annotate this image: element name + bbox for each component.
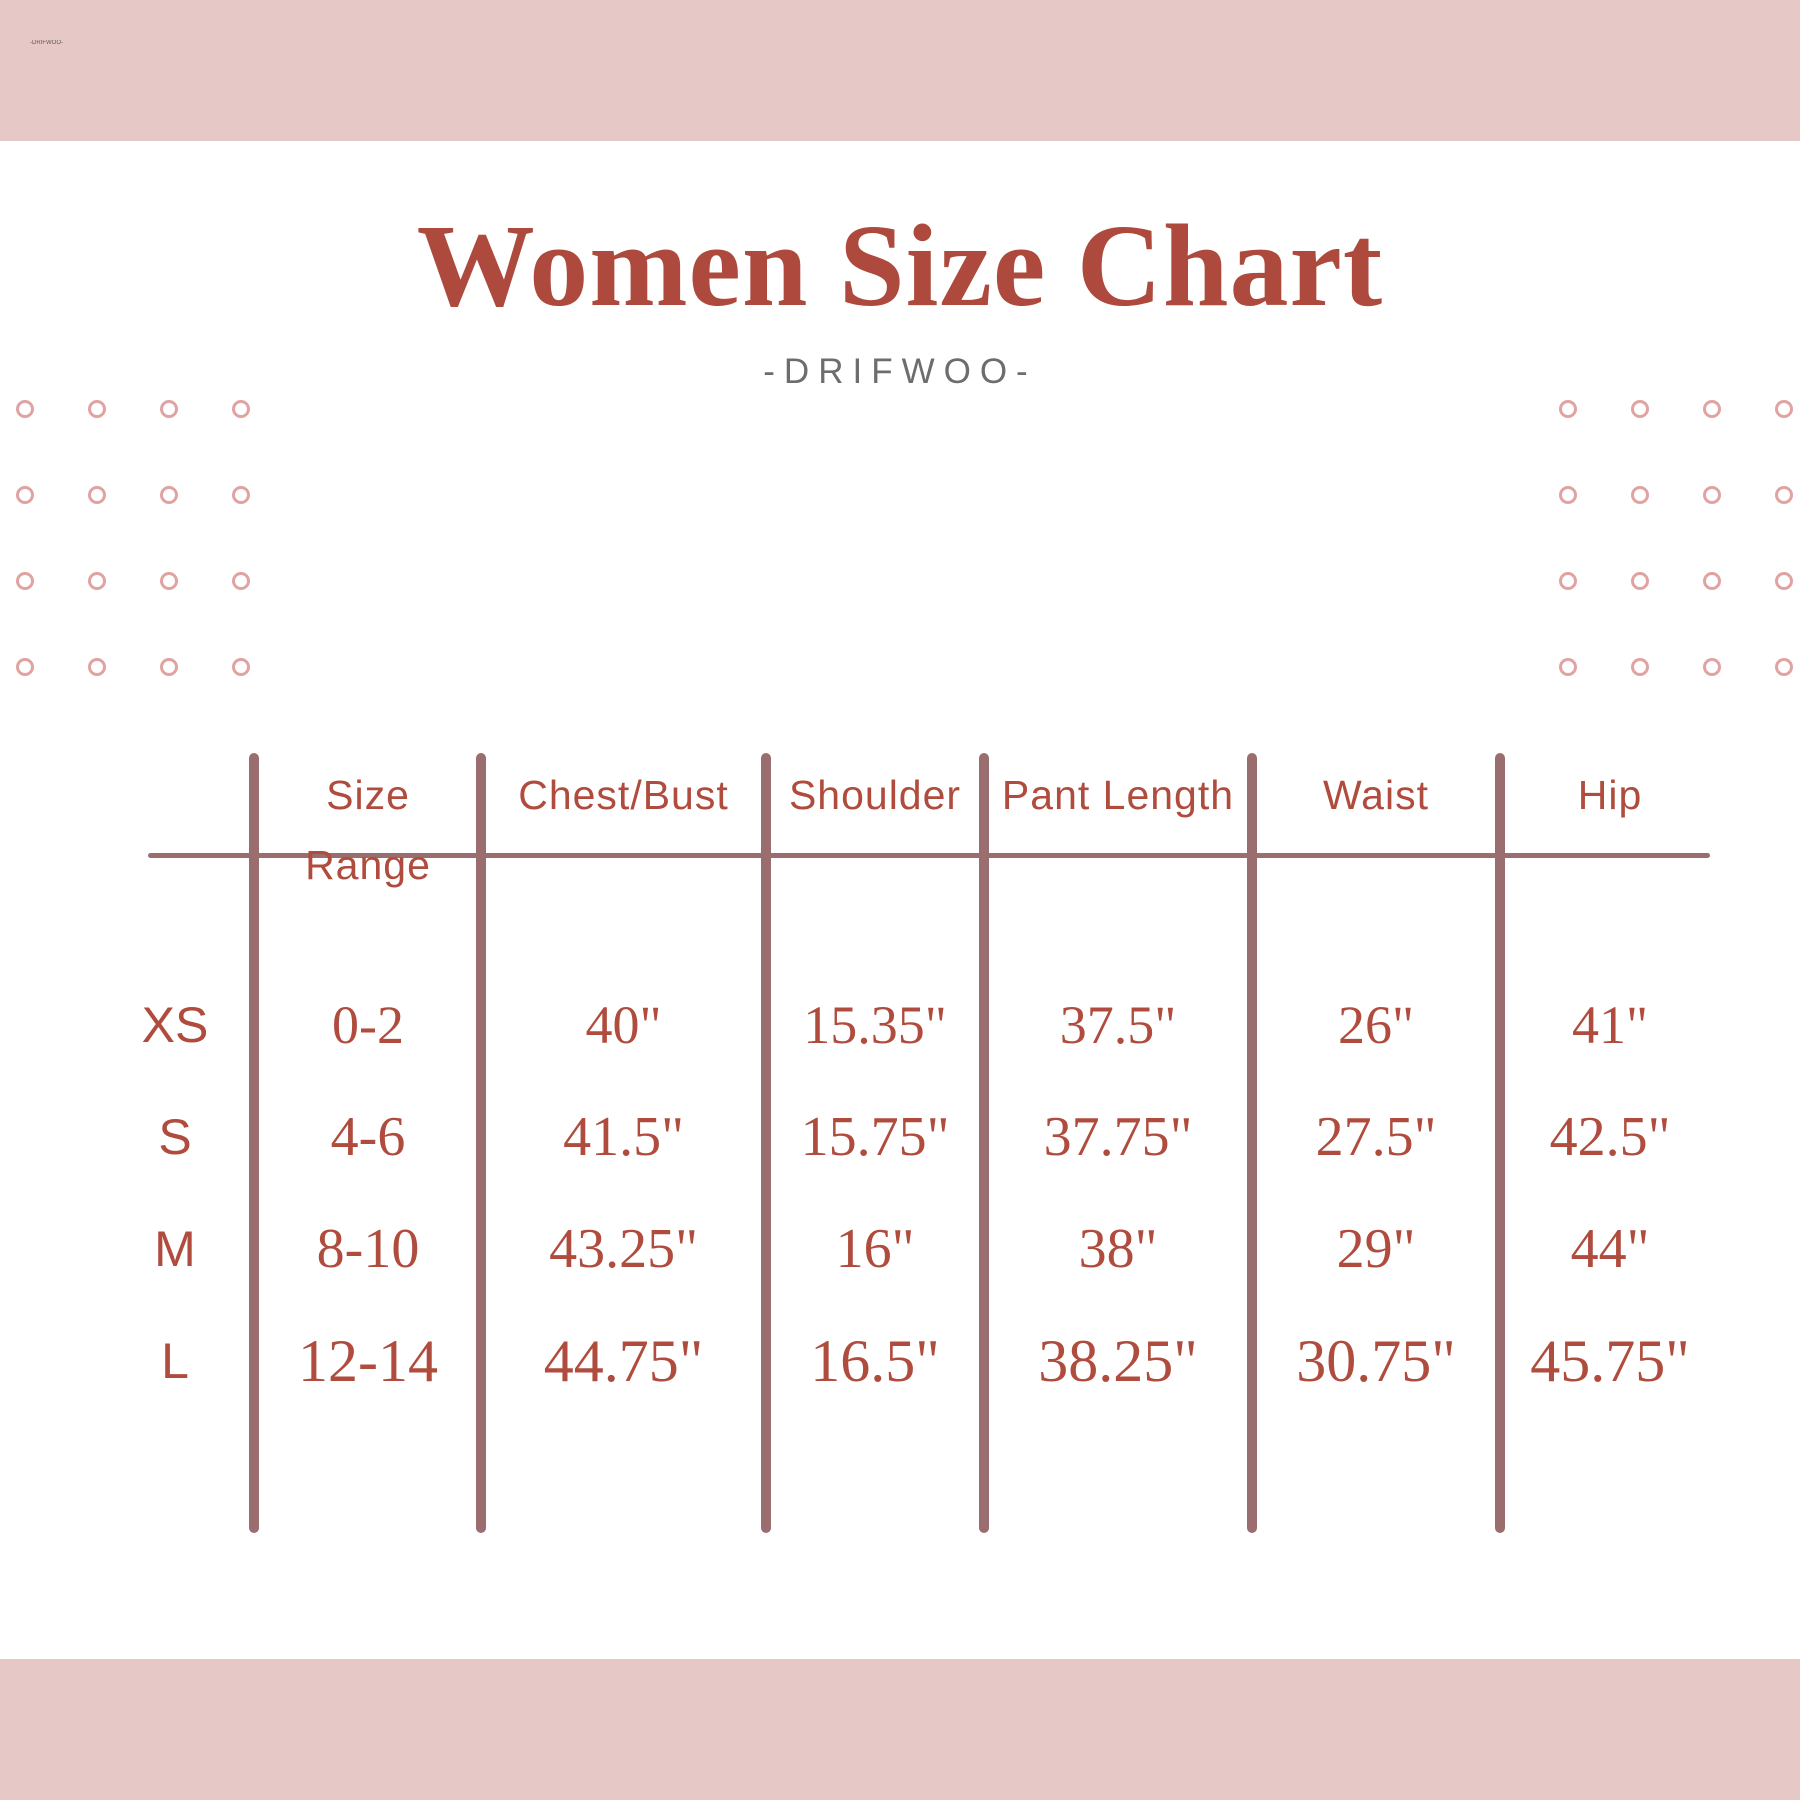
dot-icon [1559,486,1577,504]
dot-icon [1559,572,1577,590]
page-title: Women Size Chart [416,200,1384,331]
column-header-hip: Hip [1577,772,1643,818]
dot-icon [232,658,250,676]
cell-xs-waist: 26" [1337,995,1415,1055]
dot-icon [1559,400,1577,418]
row-label-xs: XS [141,997,209,1053]
cell-m-hip: 44" [1570,1218,1650,1280]
brand-subtitle: -DRIFWOO- [763,352,1037,391]
cell-m-size-range: 8-10 [316,1218,420,1280]
column-header-waist: Waist [1323,772,1429,818]
dot-icon [1775,400,1793,418]
cell-xs-shoulder: 15.35" [803,995,947,1055]
dot-grid-left [16,400,250,676]
column-header-shoulder: Shoulder [788,772,962,818]
dot-icon [1703,400,1721,418]
table-column-divider [761,753,771,1533]
dot-icon [1775,658,1793,676]
dot-icon [232,400,250,418]
table-row-l: L 12-14 44.75" 16.5" 38.25" 30.75" 45.75… [0,1301,1800,1421]
column-header-size-range: Size Range [305,772,431,888]
table-column-divider [249,753,259,1533]
table-column-divider [1247,753,1257,1533]
cell-m-waist: 29" [1336,1218,1416,1280]
dot-icon [160,486,178,504]
cell-s-size-range: 4-6 [330,1106,406,1168]
dot-icon [1703,486,1721,504]
dot-icon [88,400,106,418]
table-column-divider [476,753,486,1533]
cell-xs-pant-length: 37.5" [1059,995,1177,1055]
dot-icon [1703,658,1721,676]
table-column-divider [979,753,989,1533]
cell-m-pant-length: 38" [1078,1218,1158,1280]
dot-icon [16,572,34,590]
cell-s-waist: 27.5" [1315,1106,1437,1168]
table-row-s: S 4-6 41.5" 15.75" 37.75" 27.5" 42.5" [0,1077,1800,1197]
cell-s-hip: 42.5" [1549,1106,1671,1168]
row-label-l: L [161,1333,189,1389]
table-row-m: M 8-10 43.25" 16" 38" 29" 44" [0,1189,1800,1309]
cell-xs-size-range: 0-2 [332,995,404,1055]
bottom-pink-band [0,1659,1800,1800]
dot-icon [1631,658,1649,676]
cell-l-waist: 30.75" [1296,1328,1456,1394]
table-column-divider [1495,753,1505,1533]
table-header-underline [148,853,1710,858]
dot-icon [1775,486,1793,504]
dot-icon [1631,572,1649,590]
cell-l-shoulder: 16.5" [810,1328,940,1394]
cell-s-chest-bust: 41.5" [563,1106,684,1168]
cell-l-pant-length: 38.25" [1038,1328,1198,1394]
dot-icon [88,572,106,590]
cell-s-shoulder: 15.75" [800,1106,950,1168]
column-header-pant-length: Pant Length [1001,772,1235,818]
cell-l-hip: 45.75" [1530,1328,1690,1394]
dot-icon [160,572,178,590]
dot-icon [88,486,106,504]
dot-icon [232,572,250,590]
dot-icon [1631,486,1649,504]
dot-icon [160,658,178,676]
dot-icon [16,486,34,504]
watermark-text: -DRIFWOO- [30,40,63,46]
column-header-chest-bust: Chest/Bust [518,772,729,818]
cell-m-shoulder: 16" [835,1218,915,1280]
dot-icon [88,658,106,676]
cell-s-pant-length: 37.75" [1043,1106,1193,1168]
cell-l-size-range: 12-14 [298,1328,438,1394]
dot-icon [16,658,34,676]
dot-icon [1775,572,1793,590]
cell-xs-chest-bust: 40" [585,995,662,1055]
dot-icon [232,486,250,504]
dot-icon [160,400,178,418]
dot-icon [1631,400,1649,418]
dot-icon [1703,572,1721,590]
dot-icon [16,400,34,418]
row-label-s: S [158,1109,192,1165]
cell-l-chest-bust: 44.75" [543,1328,704,1394]
cell-m-chest-bust: 43.25" [549,1218,698,1280]
table-row-xs: XS 0-2 40" 15.35" 37.5" 26" 41" [0,965,1800,1085]
dot-grid-right [1559,400,1793,676]
top-pink-band [0,0,1800,141]
row-label-m: M [154,1221,196,1277]
cell-xs-hip: 41" [1571,995,1649,1055]
dot-icon [1559,658,1577,676]
